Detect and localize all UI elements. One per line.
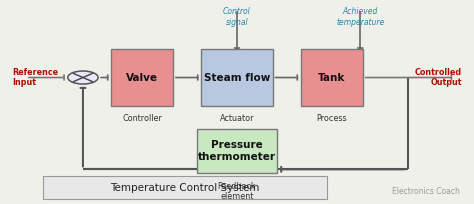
Text: Process: Process <box>317 114 347 123</box>
Text: Electronics Coach: Electronics Coach <box>392 187 460 196</box>
Text: Valve: Valve <box>126 72 158 83</box>
Bar <box>301 49 363 106</box>
Bar <box>111 49 173 106</box>
Text: Temperature Control System: Temperature Control System <box>110 183 260 193</box>
Text: Controller: Controller <box>122 114 162 123</box>
Text: Controlled
Output: Controlled Output <box>415 68 462 87</box>
Bar <box>43 176 327 199</box>
Text: Feedback
element: Feedback element <box>218 182 256 201</box>
Text: Tank: Tank <box>318 72 346 83</box>
Text: Reference
Input: Reference Input <box>12 68 58 87</box>
Bar <box>197 129 277 173</box>
Bar <box>201 49 273 106</box>
Text: Pressure
thermometer: Pressure thermometer <box>198 140 276 162</box>
Text: Actuator: Actuator <box>220 114 254 123</box>
Circle shape <box>68 71 98 84</box>
Text: Achieved
temperature: Achieved temperature <box>336 7 384 27</box>
Text: Control
signal: Control signal <box>223 7 251 27</box>
Text: Steam flow: Steam flow <box>204 72 270 83</box>
